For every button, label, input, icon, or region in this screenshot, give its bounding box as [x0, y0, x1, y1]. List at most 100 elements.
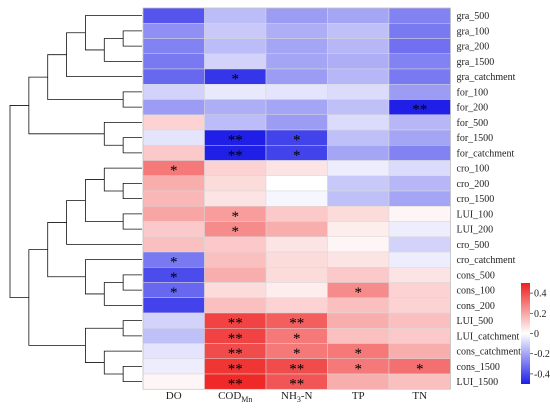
significance-mark: ** — [412, 102, 427, 118]
heatmap-cell — [327, 206, 390, 222]
row-label: cons_1500 — [457, 362, 500, 373]
dendrogram-branch — [122, 274, 142, 291]
dendrogram-branch — [66, 200, 142, 245]
dendrogram-branch — [9, 105, 29, 298]
heatmap-cell — [388, 282, 451, 298]
colorbar-tick-label: 0.2 — [534, 309, 547, 320]
heatmap-cell — [142, 84, 205, 100]
row-label: for_100 — [457, 87, 489, 98]
heatmap-cell — [142, 68, 205, 85]
dendrogram-branch — [122, 137, 142, 154]
heatmap-cell — [388, 206, 451, 222]
significance-mark: * — [232, 209, 240, 225]
row-label: for_1500 — [457, 133, 494, 144]
row-label: LUI_500 — [457, 316, 494, 327]
heatmap-cell — [327, 175, 390, 192]
heatmap-cell — [142, 312, 205, 329]
heatmap-cell — [142, 221, 205, 237]
significance-mark: ** — [228, 148, 243, 164]
heatmap-cell — [265, 251, 328, 268]
heatmap-cell — [142, 206, 205, 222]
colorbar-tick-label: -0.4 — [534, 369, 550, 380]
heatmap-cell — [327, 53, 390, 70]
heatmap-cell — [327, 129, 390, 146]
dendrogram-branch — [103, 38, 142, 62]
heatmap-cell — [388, 68, 451, 85]
heatmap-cell — [204, 114, 267, 131]
heatmap-cell — [142, 343, 205, 359]
dendrogram-branch — [85, 327, 124, 363]
heatmap-cell — [265, 236, 328, 253]
heatmap-cell — [388, 175, 451, 192]
dendrogram-branch — [122, 213, 142, 230]
colorbar-gradient — [521, 283, 530, 384]
heatmap-cell — [388, 236, 451, 253]
colorbar-tick-label: -0.2 — [534, 349, 550, 360]
heatmap-cell — [265, 297, 328, 314]
heatmap-cell — [265, 175, 328, 192]
heatmap-cell — [142, 358, 205, 375]
heatmap-cell — [388, 7, 451, 24]
significance-mark: * — [232, 72, 240, 88]
heatmap-cell — [142, 53, 205, 70]
dendrogram-branch — [47, 54, 124, 100]
heatmap-cell — [265, 38, 328, 54]
heatmap-cell — [204, 23, 267, 39]
heatmap-cell — [327, 190, 390, 207]
row-label: LUI_200 — [457, 225, 494, 236]
heatmap-cell — [204, 7, 267, 24]
heatmap-cell — [388, 160, 451, 176]
column-label: CODMn — [218, 390, 252, 404]
dendrogram-branch — [103, 167, 142, 192]
heatmap-cell — [327, 221, 390, 237]
row-labels: gra_500 gra_100 gra_200 gra_1500 gra_catchme… — [457, 11, 522, 388]
heatmap-cell — [265, 267, 328, 283]
dendrogram-branch — [85, 179, 124, 222]
row-label: for_catchment — [457, 148, 515, 159]
dendrogram-branch — [122, 182, 142, 200]
heatmap-cell — [265, 282, 328, 298]
heatmap-cell — [265, 53, 328, 70]
dendrogram-branch — [103, 350, 142, 375]
dendrogram-branch — [122, 365, 142, 383]
heatmap-cell — [388, 38, 451, 54]
row-dendrogram — [9, 15, 142, 383]
row-label: LUI_100 — [457, 209, 494, 220]
heatmap-cell — [327, 328, 390, 344]
heatmap-cell — [388, 312, 451, 329]
row-label: for_200 — [457, 103, 489, 114]
significance-mark: * — [355, 346, 363, 362]
heatmap-cell — [142, 145, 205, 161]
row-label: LUI_catchment — [457, 331, 520, 342]
heatmap-cell — [204, 175, 267, 192]
heatmap-cell — [327, 68, 390, 85]
row-label: cro_1500 — [457, 194, 495, 205]
heatmap-cell — [327, 267, 390, 283]
row-label: gra_catchment — [457, 72, 516, 83]
heatmap-cell — [142, 129, 205, 146]
row-label: for_500 — [457, 118, 489, 129]
heatmap-cell — [265, 84, 328, 100]
column-label: TP — [352, 390, 365, 402]
row-label: cons_catchment — [457, 347, 522, 358]
heatmap-cell — [388, 190, 451, 207]
heatmap-cell — [265, 68, 328, 85]
heatmap-cell — [388, 267, 451, 283]
significance-mark: ** — [228, 133, 243, 149]
significance-mark: ** — [228, 361, 243, 377]
dendrogram-branch — [122, 30, 142, 47]
heatmap-cell — [327, 312, 390, 329]
heatmap-cell — [327, 23, 390, 39]
dendrogram-branch — [47, 222, 86, 278]
row-label: cons_500 — [457, 270, 495, 281]
significance-mark: * — [232, 224, 240, 240]
heatmap-cell — [265, 23, 328, 39]
heatmap-cell — [204, 190, 267, 207]
heatmap-cell — [142, 190, 205, 207]
heatmap-cell — [204, 267, 267, 283]
heatmap-cell — [327, 251, 390, 268]
significance-mark: ** — [228, 377, 243, 393]
dendrogram-branch — [103, 121, 142, 146]
heatmap-cell — [265, 99, 328, 115]
